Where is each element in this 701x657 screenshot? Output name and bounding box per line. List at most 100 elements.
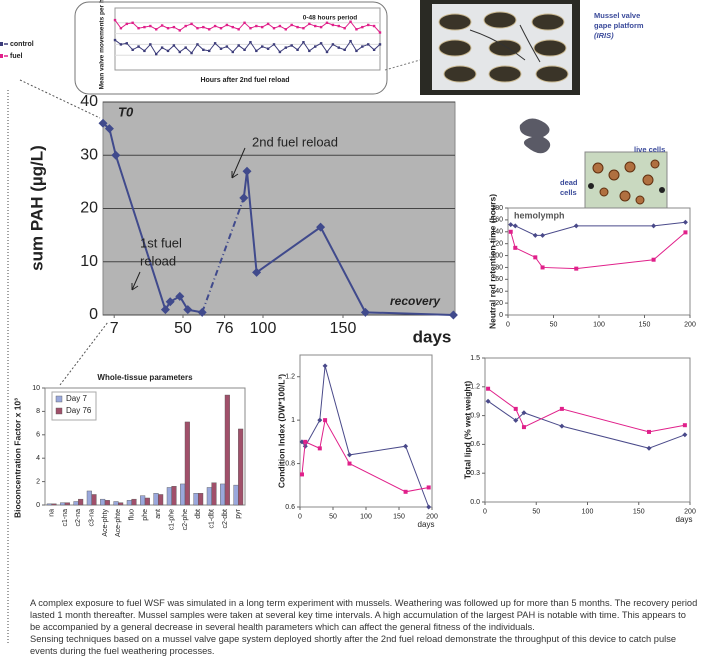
y-tick-label: 0.6 — [285, 504, 295, 511]
y-axis-label: Total lipd (% wet weight) — [462, 381, 472, 480]
point — [255, 49, 258, 53]
x-axis-label: days — [676, 515, 693, 524]
point — [284, 46, 287, 49]
y-tick-label: 1.2 — [470, 384, 480, 391]
y-axis-label: sum PAH (µg/L) — [27, 145, 46, 271]
y-tick-label: 8 — [36, 408, 40, 415]
point — [296, 25, 299, 29]
point — [104, 124, 114, 134]
wires — [469, 24, 541, 63]
paragraph: Sensing techniques based on a mussel val… — [30, 634, 677, 656]
description: A complex exposure to fuel WSF was simul… — [30, 597, 698, 657]
point — [360, 307, 370, 317]
y-tick-label: 2 — [36, 478, 40, 485]
point — [299, 439, 305, 445]
legend-label: control — [10, 41, 34, 48]
x-axis-label: days — [413, 327, 452, 346]
point — [426, 485, 431, 490]
point — [131, 21, 134, 24]
point — [325, 21, 329, 24]
x-tick-label: 76 — [216, 320, 234, 337]
bar — [233, 484, 239, 506]
series-line — [114, 39, 381, 55]
point — [143, 25, 146, 29]
point — [540, 232, 546, 238]
y-tick-label: 1.2 — [285, 374, 295, 381]
bar — [171, 486, 177, 506]
point — [355, 49, 358, 53]
point — [512, 223, 518, 229]
point — [261, 45, 264, 48]
point — [426, 504, 432, 510]
y-tick-label: 20 — [80, 200, 98, 217]
point — [521, 410, 527, 416]
point — [302, 41, 305, 44]
point — [331, 23, 335, 27]
x-tick-label: 100 — [593, 321, 605, 328]
connector — [59, 321, 109, 386]
x-tick-label: 100 — [582, 508, 594, 515]
point — [521, 425, 526, 430]
y-tick-label: 0.8 — [285, 460, 295, 467]
point — [317, 446, 322, 451]
x-tick-label: c2-phe — [182, 509, 189, 531]
point — [508, 222, 514, 228]
y-tick-label: 1.5 — [470, 355, 480, 362]
x-tick-label: Ace-phte — [115, 509, 122, 537]
x-tick-label: 200 — [684, 321, 696, 328]
point — [125, 22, 128, 26]
point — [349, 20, 352, 23]
x-tick-label: 150 — [633, 508, 645, 515]
plot-area — [299, 354, 433, 508]
y-axis-label: Condition Index (DW*100/L³) — [276, 374, 286, 488]
point — [272, 43, 276, 46]
point — [367, 23, 370, 27]
point — [178, 50, 181, 54]
point — [314, 24, 317, 28]
x-tick-label: c1-na — [62, 509, 69, 527]
point — [319, 25, 323, 29]
point — [651, 257, 656, 262]
x-tick-label: 0 — [483, 508, 487, 515]
y-tick-label: 4 — [36, 455, 40, 462]
x-tick-label: 50 — [329, 513, 337, 520]
legend-label: Day 7 — [66, 394, 87, 403]
point — [237, 28, 240, 31]
point — [160, 305, 170, 315]
point — [302, 27, 305, 30]
point — [231, 25, 234, 29]
point — [255, 24, 258, 28]
chart-title: Whole-tissue parameters — [97, 373, 193, 382]
bar — [158, 494, 164, 506]
photo-caption: gape platform — [594, 21, 644, 30]
photo-caption: Mussel valve — [594, 11, 640, 20]
point — [113, 18, 117, 22]
y-tick-label: 140 — [491, 229, 503, 236]
point — [278, 24, 282, 28]
x-tick-label: 7 — [110, 320, 119, 337]
y-axis-label: Neutral red retention time (hours) — [487, 194, 497, 329]
point — [266, 47, 270, 50]
point — [448, 310, 458, 320]
y-tick-label: 0 — [36, 502, 40, 509]
point — [165, 297, 175, 307]
bar — [198, 493, 204, 506]
bar — [153, 493, 159, 506]
point — [190, 51, 193, 55]
y-tick-label: 100 — [491, 252, 503, 259]
y-tick-label: 60 — [495, 276, 503, 283]
point — [308, 22, 311, 26]
x-axis-label: Hours after 2nd fuel reload — [200, 77, 289, 84]
point — [322, 363, 328, 369]
point — [196, 43, 199, 46]
bar — [140, 495, 146, 506]
point — [361, 45, 364, 48]
point — [378, 43, 382, 46]
y-tick-label: 10 — [32, 385, 40, 392]
connector — [19, 79, 101, 119]
x-tick-label: 200 — [684, 508, 696, 515]
point — [508, 229, 513, 234]
point — [403, 443, 409, 449]
point — [486, 386, 491, 391]
